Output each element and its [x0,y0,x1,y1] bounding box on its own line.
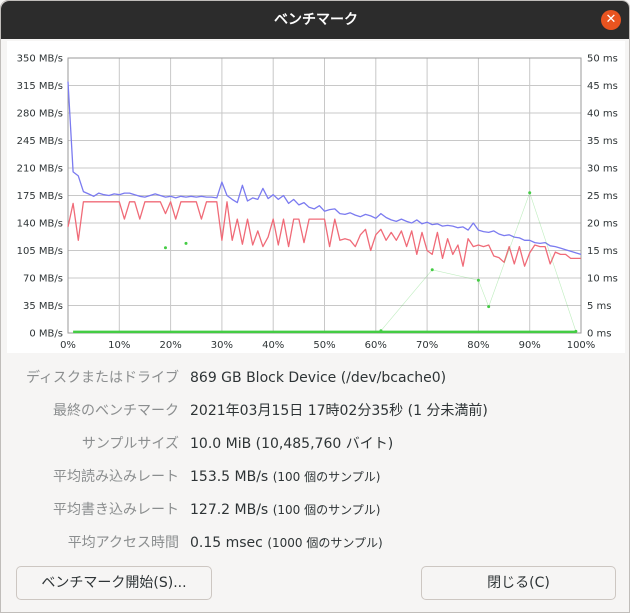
access-time-scatter-trace [380,191,577,332]
avg-write-value-wrap: 127.2 MB/s (100 個のサンプル) [190,500,380,520]
start-benchmark-button[interactable]: ベンチマーク開始(S)... [16,566,212,600]
access-time-point [528,191,532,195]
x-tick-label: 70% [416,340,438,351]
y-left-tick-label: 210 MB/s [17,164,63,175]
x-tick-label: 30% [211,340,233,351]
avg-access-value-wrap: 0.15 msec (1000 個のサンプル) [190,533,383,553]
avg-write-label: 平均書き込みレート [53,502,179,518]
access-time-point [430,268,434,272]
y-right-tick-label: 50 ms [587,54,618,65]
y-left-tick-label: 280 MB/s [17,109,63,120]
last-benchmark-row: 最終のベンチマーク 2021年03月15日 17時02分35秒 (1 分未満前) [1,401,629,421]
x-tick-label: 20% [159,340,181,351]
avg-write-row: 平均書き込みレート 127.2 MB/s (100 個のサンプル) [1,500,629,520]
avg-access-row: 平均アクセス時間 0.15 msec (1000 個のサンプル) [1,533,629,553]
y-left-tick-label: 140 MB/s [17,219,63,230]
y-right-tick-label: 45 ms [587,81,618,92]
x-tick-label: 90% [519,340,541,351]
y-right-tick-label: 0 ms [587,329,612,340]
access-time-point [487,305,491,309]
x-tick-label: 50% [313,340,335,351]
drive-value: 869 GB Block Device (/dev/bcache0) [190,370,447,386]
y-left-tick-label: 350 MB/s [17,54,63,65]
last-benchmark-label: 最終のベンチマーク [53,403,179,419]
access-time-point [163,246,167,250]
chart-svg: 0% 10% 20% 30% 40% 50% 60% 70% 80% 90% 100% 0 MB/s 0… [7,41,625,353]
avg-read-note: (100 個のサンプル) [272,470,381,484]
x-tick-label: 100% [567,340,596,351]
y-right-tick-label: 20 ms [587,219,618,230]
avg-read-value-wrap: 153.5 MB/s (100 個のサンプル) [190,467,380,487]
x-tick-label: 80% [467,340,489,351]
close-button[interactable]: 閉じる(C) [421,566,616,600]
access-time-point [476,278,480,282]
avg-write-note: (100 個のサンプル) [272,503,381,517]
close-icon[interactable]: ✕ [601,10,621,30]
y-left-tick-label: 315 MB/s [17,81,63,92]
avg-access-value: 0.15 msec [190,535,263,551]
y-left-tick-label: 70 MB/s [23,274,63,285]
benchmark-chart: 0% 10% 20% 30% 40% 50% 60% 70% 80% 90% 100% 0 MB/s 0… [7,41,625,353]
y-left-tick-label: 175 MB/s [17,191,63,202]
y-left-tick-label: 105 MB/s [17,246,63,257]
avg-read-row: 平均読み込みレート 153.5 MB/s (100 個のサンプル) [1,467,629,487]
access-time-point [574,329,578,333]
y-right-tick-label: 15 ms [587,246,618,257]
drive-label: ディスクまたはドライブ [25,370,179,386]
write-series-line [67,201,581,267]
avg-write-value: 127.2 MB/s [190,502,269,518]
access-time-point [379,329,383,333]
sample-size-row: サンプルサイズ 10.0 MiB (10,485,760 バイト) [1,434,629,454]
avg-read-label: 平均読み込みレート [53,469,179,485]
x-tick-label: 40% [262,340,284,351]
window-title: ベンチマーク [274,12,358,28]
title-bar[interactable]: ベンチマーク ✕ [1,1,629,39]
x-tick-label: 10% [108,340,130,351]
y-right-tick-label: 30 ms [587,164,618,175]
x-tick-label: 0% [60,340,76,351]
y-left-tick-label: 35 MB/s [23,301,63,312]
y-right-tick-label: 25 ms [587,191,618,202]
avg-read-value: 153.5 MB/s [190,469,269,485]
last-benchmark-value: 2021年03月15日 17時02分35秒 (1 分未満前) [190,403,488,419]
avg-access-label: 平均アクセス時間 [67,535,179,551]
y-right-tick-label: 35 ms [587,136,618,147]
x-tick-label: 60% [365,340,387,351]
drive-row: ディスクまたはドライブ 869 GB Block Device (/dev/bc… [1,368,629,388]
y-right-tick-label: 5 ms [587,301,612,312]
sample-size-value: 10.0 MiB (10,485,760 バイト) [190,436,394,452]
access-time-point [184,241,188,245]
read-series-line [67,81,582,256]
y-left-tick-label: 245 MB/s [17,136,63,147]
sample-size-label: サンプルサイズ [81,436,179,452]
y-right-tick-label: 10 ms [587,274,618,285]
y-left-tick-label: 0 MB/s [29,329,63,340]
avg-access-note: (1000 個のサンプル) [267,536,383,550]
y-right-tick-label: 40 ms [587,109,618,120]
